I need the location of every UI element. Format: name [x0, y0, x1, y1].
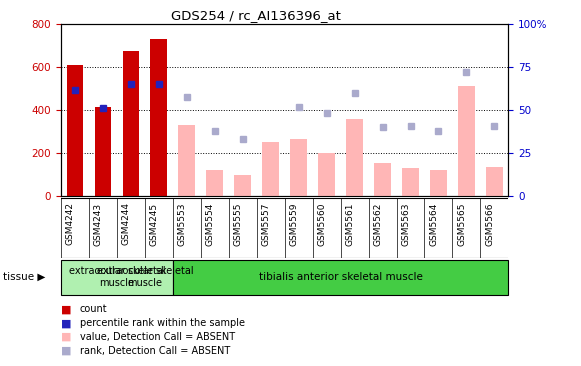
Bar	[486, 167, 503, 196]
Text: ■: ■	[61, 346, 71, 356]
Bar	[458, 86, 475, 196]
Bar	[173, 260, 508, 295]
Bar	[234, 175, 251, 196]
Text: extraocular skeletal
muscle: extraocular skeletal muscle	[96, 266, 193, 288]
Bar	[123, 51, 139, 196]
Bar	[290, 139, 307, 196]
Text: GSM5561: GSM5561	[346, 202, 354, 246]
Text: value, Detection Call = ABSENT: value, Detection Call = ABSENT	[80, 332, 235, 342]
Bar	[374, 163, 391, 196]
Text: GSM5555: GSM5555	[234, 202, 243, 246]
Text: count: count	[80, 304, 107, 314]
Text: GSM4242: GSM4242	[66, 202, 75, 246]
Text: tibialis anterior skeletal muscle: tibialis anterior skeletal muscle	[259, 272, 422, 282]
Bar	[318, 153, 335, 196]
Text: GSM4243: GSM4243	[94, 202, 103, 246]
Text: ■: ■	[61, 332, 71, 342]
Bar	[61, 260, 173, 295]
Text: rank, Detection Call = ABSENT: rank, Detection Call = ABSENT	[80, 346, 230, 356]
Text: tissue ▶: tissue ▶	[3, 272, 45, 282]
Text: GSM5566: GSM5566	[485, 202, 494, 246]
Text: GSM4244: GSM4244	[122, 202, 131, 246]
Bar	[263, 142, 279, 196]
Bar	[402, 168, 419, 196]
Bar	[95, 107, 112, 196]
Text: extraocular skeletal
muscle: extraocular skeletal muscle	[69, 266, 165, 288]
Text: GSM5553: GSM5553	[178, 202, 187, 246]
Text: GSM5565: GSM5565	[457, 202, 467, 246]
Bar	[346, 119, 363, 196]
Text: percentile rank within the sample: percentile rank within the sample	[80, 318, 245, 328]
Text: GDS254 / rc_AI136396_at: GDS254 / rc_AI136396_at	[171, 9, 340, 22]
Text: GSM5557: GSM5557	[261, 202, 271, 246]
Text: GSM5564: GSM5564	[429, 202, 439, 246]
Text: GSM5562: GSM5562	[374, 202, 382, 246]
Text: GSM5563: GSM5563	[401, 202, 411, 246]
Text: GSM4245: GSM4245	[150, 202, 159, 246]
Bar	[150, 39, 167, 196]
Text: GSM5554: GSM5554	[206, 202, 215, 246]
Bar	[67, 65, 84, 196]
Bar	[178, 125, 195, 196]
Text: ■: ■	[61, 318, 71, 328]
Bar	[206, 169, 223, 196]
Bar	[430, 171, 447, 196]
Text: GSM5560: GSM5560	[318, 202, 327, 246]
Text: GSM5559: GSM5559	[290, 202, 299, 246]
Text: ■: ■	[61, 304, 71, 314]
